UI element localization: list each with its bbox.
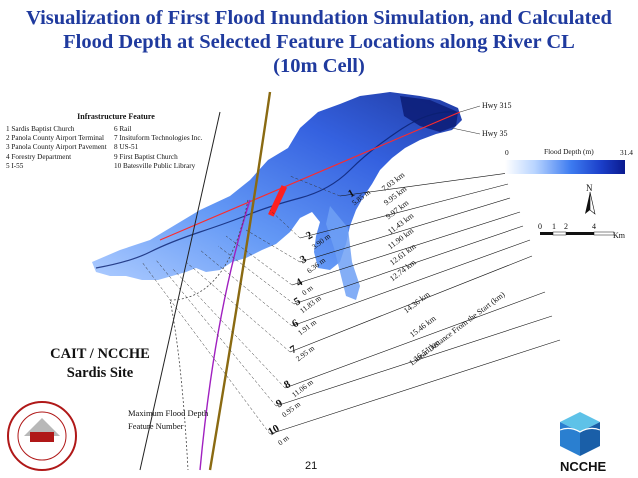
hwy35-leader — [451, 127, 481, 135]
colorbar-max: 31.4 — [620, 148, 633, 157]
ncche-logo — [559, 412, 601, 456]
legend-item: 9 First Baptist Church — [114, 152, 178, 161]
site-label: CAIT / NCCHE Sardis Site — [30, 345, 170, 383]
flood-tributary — [326, 206, 360, 300]
feature-projections — [141, 175, 341, 435]
rail-dashed — [169, 199, 249, 471]
legend-title: Infrastructure Feature — [77, 112, 155, 121]
scale-tick-2: 2 — [564, 222, 568, 231]
legend-item: 10 Batesville Public Library — [114, 161, 196, 170]
north-arrow-icon — [585, 191, 596, 215]
key-feature-number: Feature Number — [128, 421, 184, 431]
scale-tick-0: 0 — [538, 222, 542, 231]
i55-line — [139, 111, 221, 471]
hwy315-label: Hwy 315 — [482, 101, 512, 110]
annotation-key: Maximum Flood Depth Feature Number — [128, 408, 208, 434]
north-label: N — [586, 183, 593, 193]
flood-headwater — [400, 96, 458, 132]
cait-seal-logo — [7, 401, 77, 471]
legend-item: 6 Rail — [114, 125, 132, 133]
legend-item: 8 US-51 — [114, 143, 139, 152]
infrastructure-legend: Infrastructure Feature 1 Sardis Baptist … — [6, 112, 236, 170]
reference-line — [159, 111, 461, 241]
us51-line — [199, 199, 251, 471]
title-line-2: Flood Depth at Selected Feature Location… — [63, 31, 575, 53]
legend-item: 2 Panola County Airport Terminal — [6, 134, 104, 143]
legend-item: 1 Sardis Baptist Church — [6, 125, 75, 133]
title-line-1: Visualization of First Flood Inundation … — [26, 7, 612, 29]
legend-item: 3 Panola County Airport Pavement — [6, 143, 107, 152]
scale-unit: Km — [613, 231, 625, 240]
colorbar-title: Flood Depth (m) — [544, 147, 594, 156]
site-label-line-2: Sardis Site — [66, 365, 134, 381]
slide-title: Visualization of First Flood Inundation … — [0, 6, 638, 78]
airport-feature — [268, 185, 288, 217]
page-number: 21 — [305, 460, 318, 472]
scale-tick-1: 1 — [552, 222, 556, 231]
key-max-depth: Maximum Flood Depth — [128, 408, 209, 418]
ncche-label: NCCHE — [560, 459, 607, 474]
flood-depth-colorbar — [505, 160, 625, 174]
flood-extent — [92, 92, 462, 280]
hwy35-label: Hwy 35 — [482, 129, 508, 138]
site-label-line-1: CAIT / NCCHE — [50, 346, 150, 362]
colorbar-min: 0 — [505, 148, 509, 157]
scale-tick-4: 4 — [592, 222, 596, 231]
legend-item: 7 Insituform Technologies Inc. — [114, 134, 203, 143]
hwy315-leader — [459, 105, 481, 113]
rail-line — [208, 91, 272, 471]
legend-item: 4 Forestry Department — [6, 152, 72, 161]
legend-item: 5 I-55 — [6, 161, 24, 170]
scale-bar — [540, 231, 615, 236]
title-line-3: (10m Cell) — [273, 55, 365, 77]
